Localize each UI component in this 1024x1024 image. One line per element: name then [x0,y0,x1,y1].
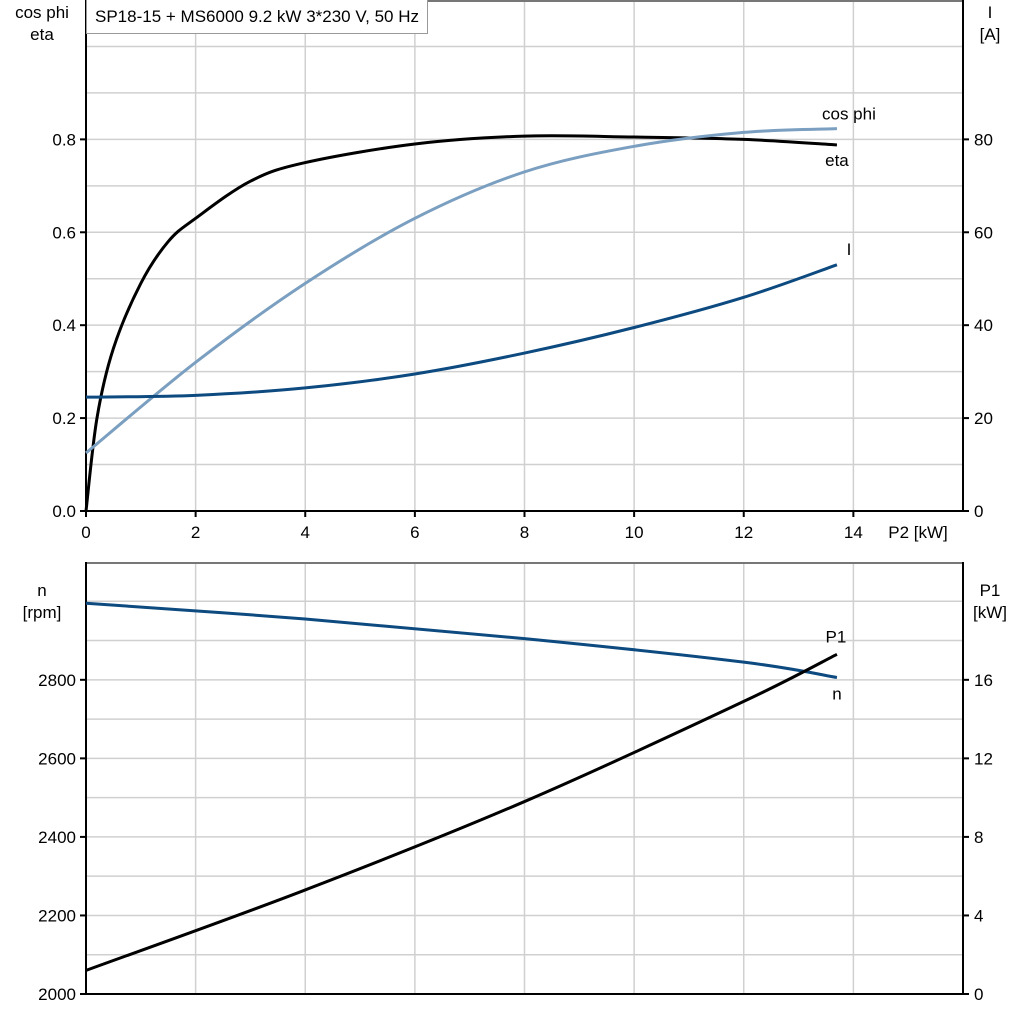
y-right-tick-label: 20 [974,409,993,428]
y-left-tick-label: 2400 [38,828,76,847]
x-tick-label: 14 [844,523,863,542]
y-right-tick-label: 12 [974,749,993,768]
y-right-tick-label: 4 [974,906,983,925]
x-axis-label: P2 [kW] [888,523,948,542]
x-tick-label: 12 [734,523,753,542]
y-left-axis-label: cos phi [15,3,69,22]
y-right-tick-label: 16 [974,671,993,690]
x-tick-label: 8 [520,523,529,542]
series-line-eta [84,134,838,512]
x-tick-label: 4 [301,523,310,542]
y-right-axis-label: [kW] [973,603,1007,622]
series-line-n [85,601,838,679]
y-right-tick-label: 40 [974,316,993,335]
y-left-tick-label: 0.4 [52,316,76,335]
y-right-tick-label: 60 [974,223,993,242]
chart-title: SP18-15 + MS6000 9.2 kW 3*230 V, 50 Hz [86,0,428,34]
y-left-tick-label: 2600 [38,749,76,768]
series-line-i [85,263,838,399]
y-left-tick-label: 2000 [38,985,76,1004]
y-left-axis-label: [rpm] [23,603,62,622]
y-right-axis-label: [A] [980,25,1001,44]
series-line-p1 [85,652,838,972]
y-left-tick-label: 0.8 [52,130,76,149]
series-label-cos-phi: cos phi [822,105,876,124]
series-line-cos-phi [85,127,837,455]
x-tick-label: 0 [81,523,90,542]
y-left-tick-label: 2200 [38,906,76,925]
y-right-axis-label: I [988,3,993,22]
series-label-eta: eta [825,151,849,170]
y-left-tick-label: 2800 [38,671,76,690]
x-tick-label: 2 [191,523,200,542]
y-right-axis-label: P1 [980,581,1001,600]
x-tick-label: 6 [410,523,419,542]
y-right-tick-label: 0 [974,502,983,521]
series-label-n: n [832,684,841,703]
y-left-tick-label: 0.2 [52,409,76,428]
y-left-axis-label: n [37,581,46,600]
y-left-axis-label: eta [30,25,54,44]
y-right-tick-label: 8 [974,828,983,847]
y-right-tick-label: 0 [974,985,983,1004]
x-tick-label: 10 [625,523,644,542]
y-left-tick-label: 0.0 [52,502,76,521]
y-right-tick-label: 80 [974,130,993,149]
series-label-i: I [847,240,852,259]
series-label-p1: P1 [826,627,847,646]
y-left-tick-label: 0.6 [52,223,76,242]
